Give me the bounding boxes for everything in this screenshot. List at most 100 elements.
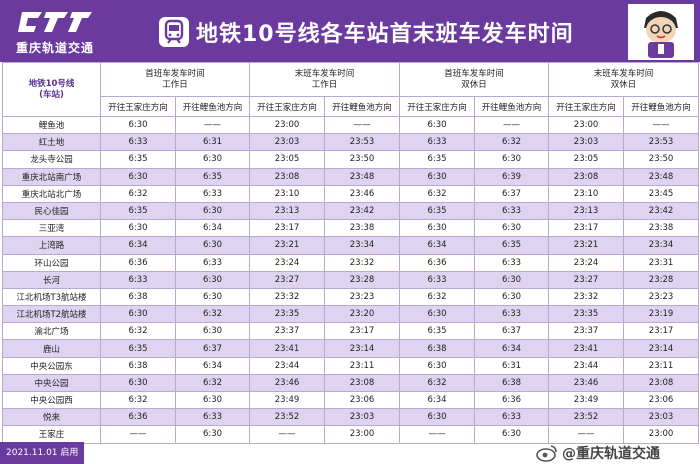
time-cell: 6:30: [399, 219, 476, 238]
time-cell: 6:33: [399, 270, 476, 289]
time-cell: 6:30: [474, 425, 550, 444]
time-cell: 23:34: [324, 236, 401, 255]
time-cell: 23:46: [249, 373, 326, 393]
direction-header: 开往王家庄方向: [249, 96, 326, 117]
time-cell: ——: [249, 425, 326, 444]
table-row: 环山公园 6:36 6:33 23:24 23:32 6:36 6:33 23:24 23:31: [2, 253, 700, 272]
time-cell: 6:35: [174, 167, 251, 186]
time-cell: 6:34: [399, 236, 476, 255]
time-cell: 23:38: [623, 219, 700, 238]
group-header-line1: 首班车发车时间: [444, 68, 504, 79]
time-cell: 6:38: [100, 287, 176, 307]
station-name: 中央公园: [2, 373, 101, 393]
time-cell: 6:32: [100, 184, 176, 203]
time-cell: 6:38: [474, 373, 550, 393]
time-cell: 6:37: [474, 184, 550, 203]
time-cell: 6:33: [399, 133, 476, 152]
table-row: 江北机场T3航站楼 6:38 6:30 23:32 23:23 6:32 6:30 23:32…: [2, 287, 700, 307]
time-cell: 23:35: [548, 305, 625, 324]
table-row: 中央公园 6:30 6:32 23:46 23:08 6:32 6:38 23:46 23:08: [2, 373, 700, 393]
time-cell: 23:48: [324, 167, 401, 186]
time-cell: 6:34: [174, 356, 251, 375]
time-cell: 6:35: [474, 236, 550, 255]
station-name: 悦来: [2, 408, 101, 427]
table-row: 龙头寺公园 6:35 6:30 23:05 23:50 6:35 6:30 23:05 23:5…: [2, 150, 700, 169]
group-header: 末班车发车时间 工作日: [249, 62, 401, 97]
time-cell: ——: [623, 115, 700, 135]
time-cell: 6:36: [399, 253, 476, 272]
time-cell: 23:50: [623, 150, 700, 169]
table-row: 民心佳园 6:35 6:30 23:13 23:42 6:35 6:33 23:13 23:42: [2, 201, 700, 221]
group-header: 末班车发车时间 双休日: [548, 62, 700, 97]
mascot-icon: [628, 4, 694, 60]
time-cell: 6:30: [474, 287, 550, 307]
station-name: 重庆北站南广场: [2, 167, 101, 186]
time-cell: ——: [174, 115, 251, 135]
time-cell: 6:33: [100, 133, 176, 152]
station-name: 重庆北站北广场: [2, 184, 101, 203]
effective-date: 2021.11.01 启用: [0, 442, 84, 464]
station-name: 民心佳园: [2, 201, 101, 221]
direction-header: 开往王家庄方向: [548, 96, 625, 117]
time-cell: 23:13: [249, 201, 326, 221]
time-cell: 23:03: [324, 408, 401, 427]
time-cell: 6:32: [100, 322, 176, 341]
time-cell: 23:32: [324, 253, 401, 272]
time-cell: 23:32: [249, 287, 326, 307]
time-cell: 6:32: [174, 305, 251, 324]
time-cell: 6:35: [399, 150, 476, 169]
time-cell: 23:19: [623, 305, 700, 324]
time-cell: 6:30: [399, 115, 476, 135]
table-row: 江北机场T2航站楼 6:30 6:32 23:35 23:20 6:30 6:33 23:35…: [2, 305, 700, 324]
time-cell: 23:23: [324, 287, 401, 307]
direction-header: 开往鲤鱼池方向: [174, 96, 251, 117]
station-name: 江北机场T3航站楼: [2, 287, 101, 307]
header-banner: 重庆轨道交通 地铁10号线各车站首末班车发车时间: [0, 0, 700, 62]
time-cell: 6:30: [174, 236, 251, 255]
time-cell: 23:42: [324, 201, 401, 221]
time-cell: 6:35: [399, 201, 476, 221]
table-row: 重庆北站北广场 6:32 6:33 23:10 23:46 6:32 6:37 23:10 23…: [2, 184, 700, 203]
weibo-watermark: @重庆轨道交通: [536, 442, 660, 464]
time-cell: 6:33: [474, 408, 550, 427]
title-group: 地铁10号线各车站首末班车发车时间: [158, 14, 574, 50]
direction-header: 开往鲤鱼池方向: [623, 96, 700, 117]
time-cell: 6:30: [174, 150, 251, 169]
time-cell: 6:31: [474, 356, 550, 375]
group-header-line2: 工作日: [311, 79, 338, 90]
time-cell: 23:08: [623, 373, 700, 393]
time-cell: 6:38: [399, 339, 476, 358]
time-cell: 23:31: [623, 253, 700, 272]
time-cell: 23:03: [249, 133, 326, 152]
time-cell: 23:20: [324, 305, 401, 324]
time-cell: 23:42: [623, 201, 700, 221]
time-cell: 23:49: [249, 390, 326, 410]
time-cell: 23:24: [548, 253, 625, 272]
time-cell: ——: [100, 425, 176, 444]
time-cell: 23:00: [623, 425, 700, 444]
brand-name: 重庆轨道交通: [15, 41, 94, 55]
time-cell: 6:30: [399, 305, 476, 324]
table-row: 中央公园西 6:32 6:30 23:49 23:06 6:34 6:36 23:49 23:0…: [2, 390, 700, 410]
cqrt-logo-icon: [18, 12, 92, 32]
table-row: 王家庄 —— 6:30 —— 23:00 —— 6:30 —— 23:00: [2, 425, 700, 444]
time-cell: 23:46: [324, 184, 401, 203]
weibo-icon: [536, 445, 557, 462]
time-cell: 23:17: [249, 219, 326, 238]
station-head-line2: (车站): [39, 89, 64, 100]
table-row: 渝北广场 6:32 6:30 23:37 23:17 6:35 6:37 23:37 23:17: [2, 322, 700, 341]
station-name: 中央公园东: [2, 356, 101, 375]
table-row: 上湾路 6:34 6:30 23:21 23:34 6:34 6:35 23:21 23:34: [2, 236, 700, 255]
time-cell: 23:52: [249, 408, 326, 427]
time-cell: 23:32: [548, 287, 625, 307]
footer: 2021.11.01 启用 @重庆轨道交通: [0, 442, 700, 464]
time-cell: 6:30: [474, 150, 550, 169]
time-cell: 6:30: [174, 322, 251, 341]
table-row: 红土地 6:33 6:31 23:03 23:53 6:33 6:32 23:03 23:53: [2, 133, 700, 152]
station-name: 王家庄: [2, 425, 101, 444]
station-name: 鹿山: [2, 339, 101, 358]
station-name: 中央公园西: [2, 390, 101, 410]
time-cell: 6:34: [100, 236, 176, 255]
time-cell: 23:06: [623, 390, 700, 410]
station-column-header: 地铁10号线 (车站): [2, 62, 101, 117]
